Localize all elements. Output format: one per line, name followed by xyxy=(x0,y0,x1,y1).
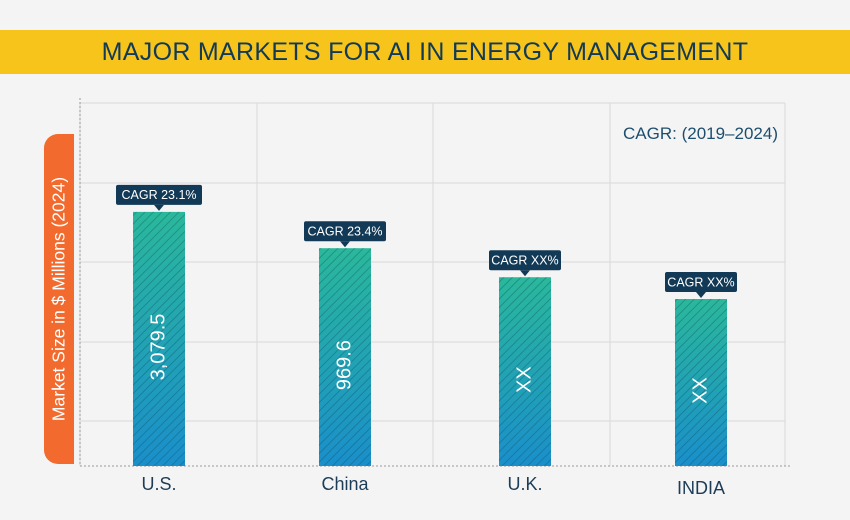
cagr-callout xyxy=(116,184,202,205)
cagr-callout-pointer xyxy=(340,241,350,248)
x-tick-label: U.S. xyxy=(141,474,176,494)
grid-lines xyxy=(79,98,790,467)
cagr-label: CAGR 23.4% xyxy=(307,224,382,238)
cagr-label: CAGR XX% xyxy=(491,254,558,268)
chart-title: MAJOR MARKETS FOR AI IN ENERGY MANAGEMEN… xyxy=(101,37,749,66)
x-tick-label: U.K. xyxy=(507,474,542,494)
cagr-callout xyxy=(665,272,737,293)
cagr-period-note: CAGR: (2019–2024) xyxy=(623,124,778,143)
y-axis-label-box: Market Size in $ Millions (2024) xyxy=(44,134,74,464)
cagr-callout xyxy=(489,250,561,271)
cagr-callout-pointer xyxy=(154,204,164,211)
bars: 3,079.5 CAGR 23.1% U.S. 969.6 CAGR 23.4% Chin… xyxy=(116,184,737,498)
cagr-callout-pointer xyxy=(520,270,530,277)
cagr-callout xyxy=(304,221,386,242)
bar-value-label: 969.6 xyxy=(333,340,355,390)
bar-hatch xyxy=(675,299,727,466)
chart-title-bar: MAJOR MARKETS FOR AI IN ENERGY MANAGEMEN… xyxy=(0,30,850,74)
bar-value-label: XX xyxy=(513,366,535,393)
cagr-callout-pointer xyxy=(696,292,706,299)
x-tick-label: China xyxy=(321,474,369,494)
bar-value-label: 3,079.5 xyxy=(147,314,169,381)
bar-value-label: XX xyxy=(689,377,711,404)
bar-hatch xyxy=(499,277,551,466)
x-tick-label: INDIA xyxy=(677,478,725,498)
bar-hatch xyxy=(319,248,371,466)
cagr-label: CAGR XX% xyxy=(667,275,734,289)
cagr-label: CAGR 23.1% xyxy=(121,188,196,202)
bar-hatch xyxy=(133,211,185,466)
